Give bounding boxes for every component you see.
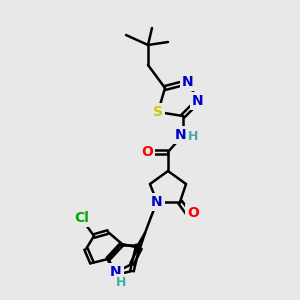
Text: Cl: Cl: [75, 211, 89, 225]
Text: N: N: [182, 75, 194, 89]
Text: H: H: [116, 275, 126, 289]
Text: N: N: [109, 268, 121, 282]
Text: H: H: [115, 278, 125, 292]
Text: O: O: [187, 206, 199, 220]
Text: O: O: [141, 145, 153, 159]
Text: S: S: [153, 105, 163, 119]
Text: N: N: [175, 128, 187, 142]
Text: N: N: [151, 195, 163, 209]
Text: N: N: [110, 265, 122, 279]
Text: H: H: [188, 130, 198, 142]
Text: N: N: [192, 94, 204, 108]
